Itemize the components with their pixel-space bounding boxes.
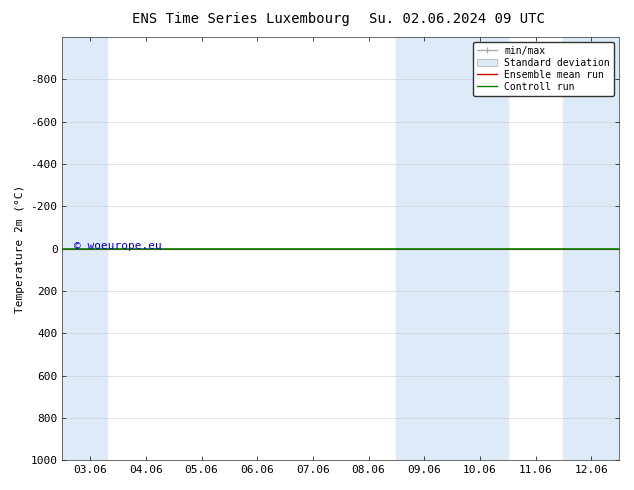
Bar: [452, 37, 508, 460]
Bar: [396, 37, 452, 460]
Bar: [564, 37, 619, 460]
Text: ENS Time Series Luxembourg: ENS Time Series Luxembourg: [132, 12, 350, 26]
Text: Su. 02.06.2024 09 UTC: Su. 02.06.2024 09 UTC: [368, 12, 545, 26]
Legend: min/max, Standard deviation, Ensemble mean run, Controll run: min/max, Standard deviation, Ensemble me…: [474, 42, 614, 96]
Bar: [62, 37, 107, 460]
Y-axis label: Temperature 2m (°C): Temperature 2m (°C): [15, 184, 25, 313]
Text: © woeurope.eu: © woeurope.eu: [74, 242, 161, 251]
